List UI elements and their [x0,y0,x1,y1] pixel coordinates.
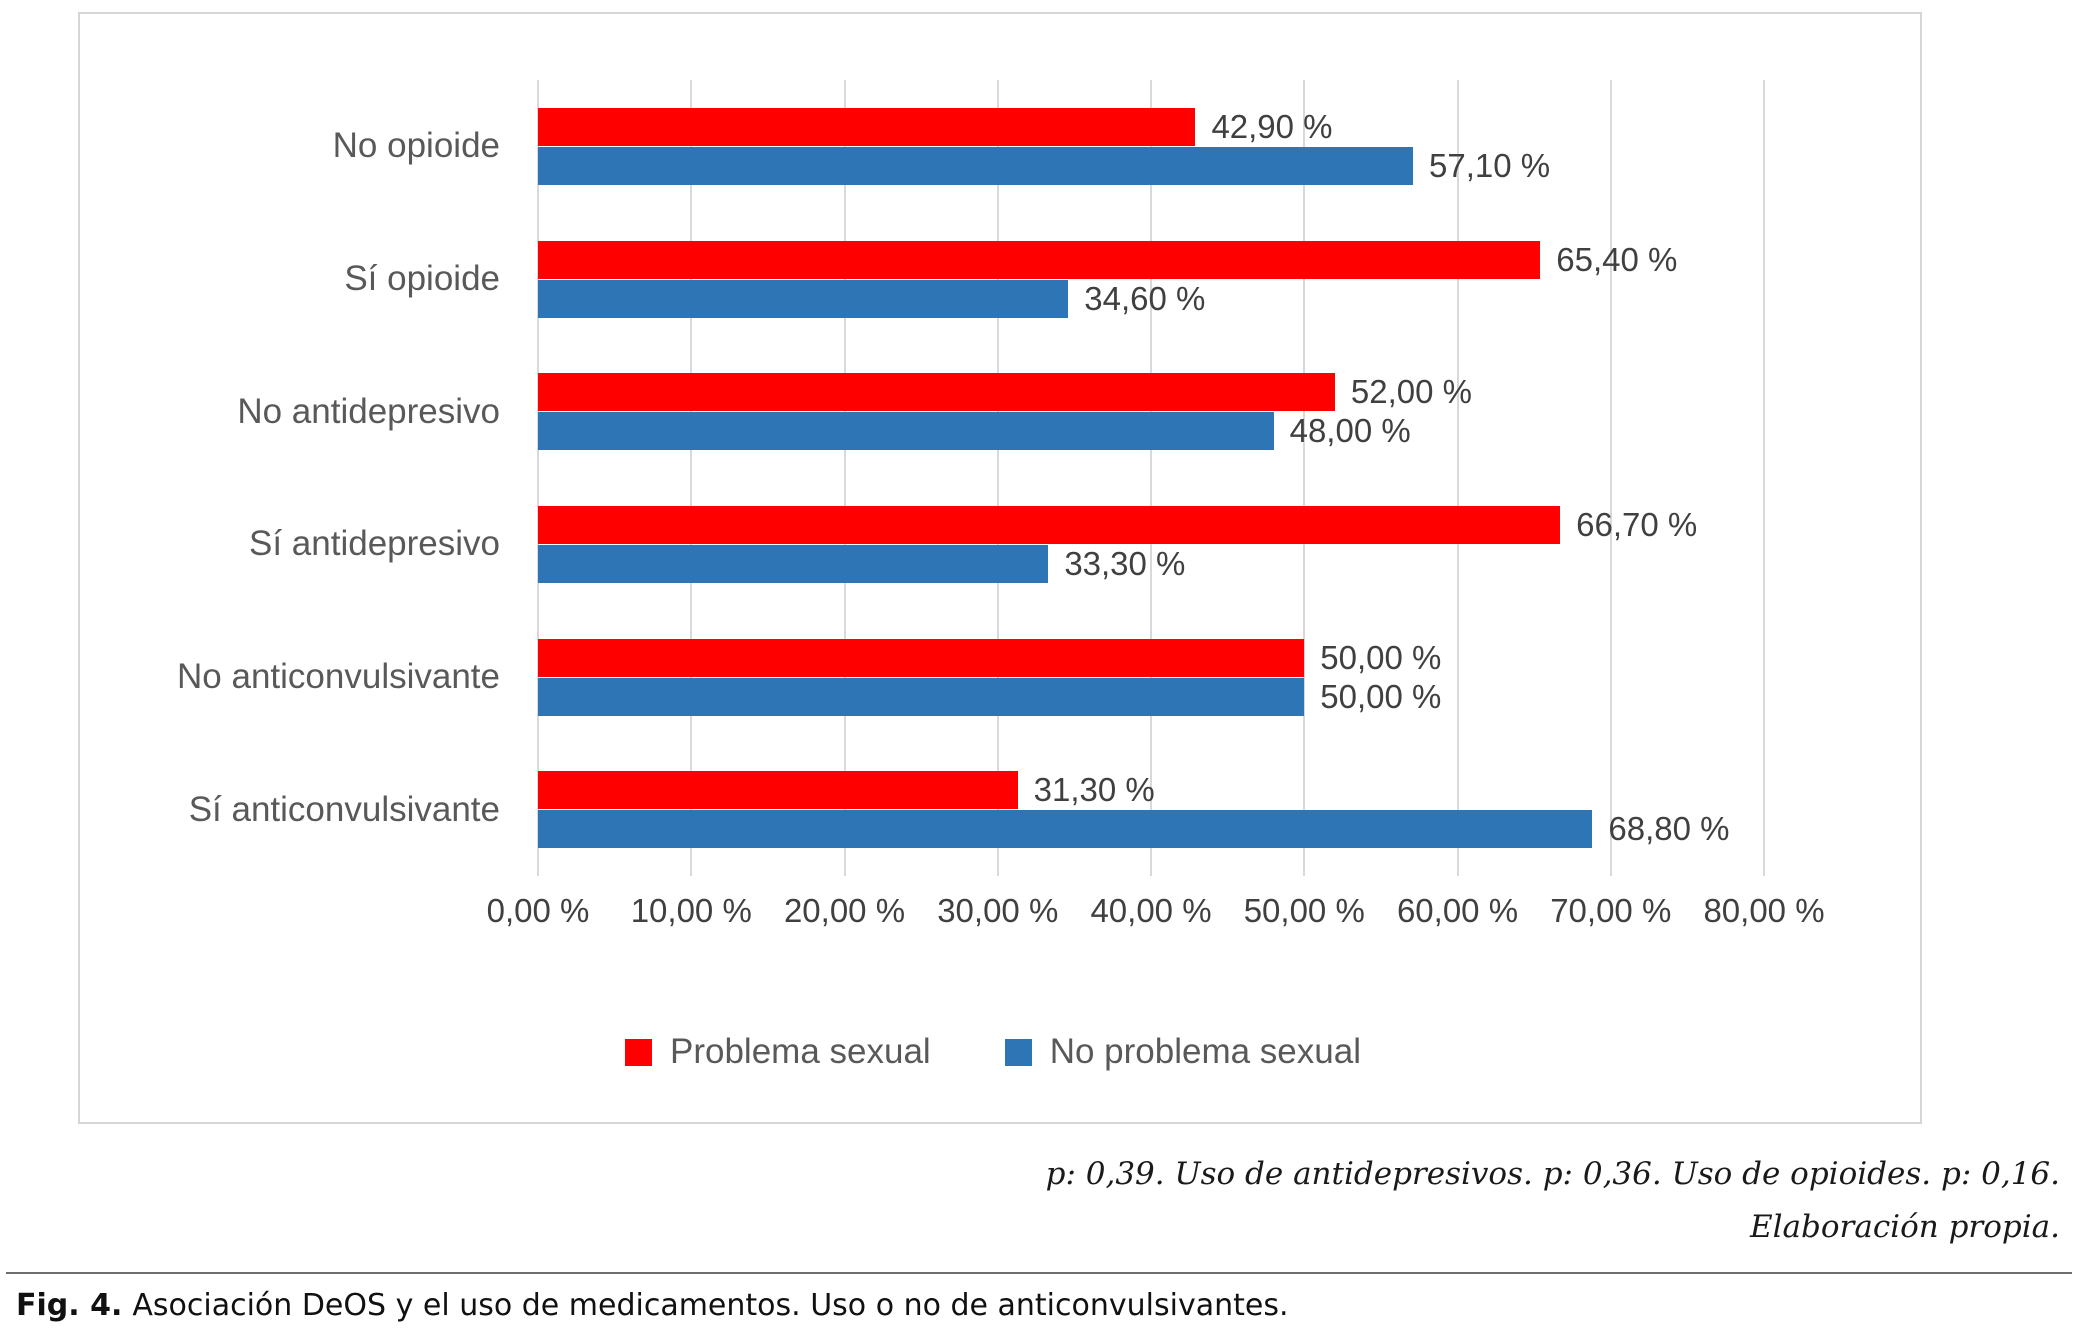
footnote-line-2: Elaboración propia. [1749,1209,2060,1246]
bar-no-problema-sexual [538,810,1593,849]
bar-problema-sexual [538,638,1305,677]
x-tick-label: 20,00 % [783,892,906,929]
gridline [690,80,693,876]
legend-item-no-problema-sexual: No problema sexual [1004,1032,1361,1072]
figure-number: Fig. 4. [16,1288,123,1323]
bar-value-label: 50,00 % [1320,638,1442,676]
x-tick-label: 40,00 % [1090,892,1212,929]
x-tick-label: 30,00 % [937,892,1059,929]
bar-value-label: 66,70 % [1576,505,1698,543]
bar-line-problema-sexual: 52,00 % [538,373,1764,412]
bar-rows: 42,90 % 57,10 % 65,40 % 34,60 % 52,00 % 48,00… [538,80,1764,876]
x-tick-label: 0,00 % [486,892,590,929]
gridline [1150,80,1152,876]
bar-value-label: 65,40 % [1556,240,1678,278]
x-tick-label: 50,00 % [1243,892,1365,929]
bar-value-label: 48,00 % [1289,412,1411,450]
bar-no-problema-sexual [538,677,1305,716]
bar-line-problema-sexual: 50,00 % [538,638,1764,677]
legend-label-problema-sexual: Problema sexual [670,1032,931,1071]
bar-line-no-problema-sexual: 50,00 % [538,677,1764,716]
bar-value-label: 50,00 % [1320,677,1442,715]
category-label: No antidepresivo [237,391,500,431]
bar-no-problema-sexual [538,544,1049,583]
category-label: Sí anticonvulsivante [188,789,500,829]
category-row: 50,00 % 50,00 % [538,611,1764,744]
category-label: No opioide [332,126,500,166]
x-tick-label: 60,00 % [1396,892,1519,929]
legend-swatch-no-problema-sexual [1004,1038,1032,1066]
bar-problema-sexual [538,107,1196,146]
footnote-line-1: p: 0,39. Uso de antidepresivos. p: 0,36.… [1045,1156,2060,1192]
category-row: 31,30 % 68,80 % [538,743,1764,876]
x-tick-label: 10,00 % [630,892,752,929]
plot-area: 42,90 % 57,10 % 65,40 % 34,60 % 52,00 % 48,00… [537,80,1765,876]
legend-item-problema-sexual: Problema sexual [625,1032,931,1072]
bar-value-label: 68,80 % [1608,810,1730,848]
category-label: Sí opioide [344,259,500,298]
figure-caption: Fig. 4. Asociación DeOS y el uso de medic… [16,1288,1289,1323]
legend-swatch-problema-sexual [625,1038,652,1066]
bar-line-problema-sexual: 42,90 % [538,107,1764,146]
category-row: 42,90 % 57,10 % [538,80,1764,213]
bar-value-label: 52,00 % [1350,373,1472,411]
caption-text: Asociación DeOS y el uso de medicamentos… [132,1288,1289,1323]
bar-no-problema-sexual [538,412,1274,451]
bar-problema-sexual [538,505,1561,544]
x-axis: 0,00 % 10,00 % 20,00 % 30,00 % 40,00 % 50,00 … [487,876,1825,932]
bar-line-no-problema-sexual: 33,30 % [538,544,1764,583]
legend: Problema sexual No problema sexual [106,1032,1880,1072]
category-row: 66,70 % 33,30 % [538,478,1764,611]
x-tick-label: 70,00 % [1550,892,1672,929]
bar-line-problema-sexual: 66,70 % [538,505,1764,544]
caption-divider [6,1272,2072,1274]
x-tick-label: 80,00 % [1703,892,1825,929]
bar-problema-sexual [538,240,1541,279]
bar-no-problema-sexual [538,146,1414,185]
bar-value-label: 34,60 % [1084,279,1206,317]
category-row: 65,40 % 34,60 % [538,213,1764,346]
gridline [537,80,539,876]
category-label: No anticonvulsivante [177,657,500,697]
bar-no-problema-sexual [538,279,1069,318]
gridline [1456,80,1459,876]
bar-line-no-problema-sexual: 68,80 % [538,810,1764,849]
bar-value-label: 57,10 % [1429,146,1551,184]
bar-problema-sexual [538,771,1018,810]
category-label: Sí antidepresivo [249,524,500,564]
bar-value-label: 33,30 % [1064,544,1186,582]
bar-line-no-problema-sexual: 57,10 % [538,146,1764,185]
bar-problema-sexual [538,373,1335,412]
category-row: 52,00 % 48,00 % [538,345,1764,478]
gridline [1763,80,1765,876]
gridline [843,80,846,876]
bar-line-problema-sexual: 65,40 % [538,240,1764,279]
chart-container: No opioide Sí opioide No antidepresivo Sí a… [78,12,1922,1124]
legend-label-no-problema-sexual: No problema sexual [1049,1032,1361,1071]
chart-body: No opioide Sí opioide No antidepresivo Sí a… [106,80,1880,876]
bar-line-no-problema-sexual: 48,00 % [538,412,1764,451]
category-axis: No opioide Sí opioide No antidepresivo Sí a… [106,80,538,876]
gridline [1609,80,1612,876]
footnote: p: 0,39. Uso de antidepresivos. p: 0,36.… [1046,1148,2060,1255]
bar-line-no-problema-sexual: 34,60 % [538,279,1764,318]
bar-value-label: 42,90 % [1211,107,1333,145]
bar-line-problema-sexual: 31,30 % [538,771,1764,810]
gridline [1303,80,1306,876]
bar-value-label: 31,30 % [1033,771,1155,809]
gridline [996,80,999,876]
